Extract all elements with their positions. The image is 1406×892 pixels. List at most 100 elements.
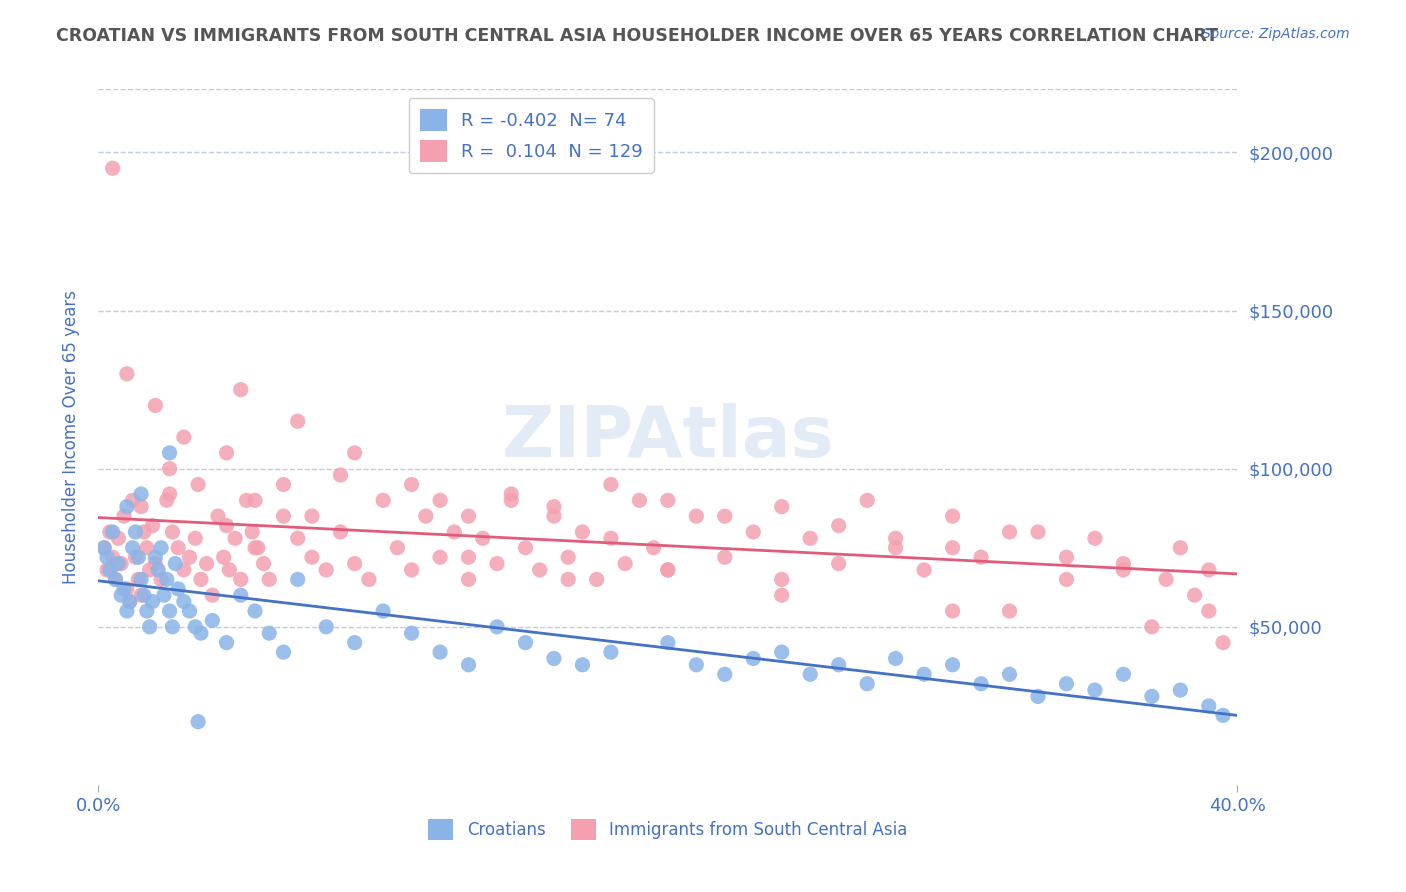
Point xyxy=(98,524,121,539)
Point xyxy=(243,541,266,555)
Point xyxy=(141,594,163,608)
Point xyxy=(1212,635,1234,649)
Point xyxy=(124,550,146,565)
Point xyxy=(1084,683,1107,698)
Point xyxy=(110,588,132,602)
Point xyxy=(799,667,821,681)
Point xyxy=(828,557,851,571)
Point xyxy=(132,524,155,539)
Point xyxy=(515,635,537,649)
Point xyxy=(401,477,423,491)
Point xyxy=(714,550,737,565)
Point xyxy=(148,563,170,577)
Point xyxy=(457,550,479,565)
Point xyxy=(643,541,665,555)
Point xyxy=(998,524,1021,539)
Point xyxy=(685,657,707,672)
Point xyxy=(600,645,623,659)
Point xyxy=(179,550,201,565)
Point xyxy=(571,657,593,672)
Point xyxy=(243,604,266,618)
Point xyxy=(98,563,121,577)
Point xyxy=(628,493,651,508)
Point xyxy=(141,518,163,533)
Point xyxy=(110,557,132,571)
Point xyxy=(190,573,212,587)
Point xyxy=(273,645,295,659)
Point xyxy=(1112,557,1135,571)
Point xyxy=(373,604,395,618)
Point xyxy=(657,635,679,649)
Point xyxy=(229,383,252,397)
Point xyxy=(195,557,218,571)
Point xyxy=(1112,563,1135,577)
Point xyxy=(501,493,523,508)
Point xyxy=(167,541,190,555)
Point xyxy=(912,667,935,681)
Point xyxy=(912,563,935,577)
Point xyxy=(165,557,187,571)
Point xyxy=(1198,604,1220,618)
Point xyxy=(571,524,593,539)
Point xyxy=(443,524,465,539)
Point xyxy=(129,573,152,587)
Point xyxy=(173,430,195,444)
Point xyxy=(173,594,195,608)
Point xyxy=(828,518,851,533)
Point xyxy=(529,563,551,577)
Point xyxy=(273,477,295,491)
Point xyxy=(190,626,212,640)
Point xyxy=(828,657,851,672)
Point xyxy=(543,500,565,514)
Point xyxy=(101,550,124,565)
Point xyxy=(240,524,263,539)
Point xyxy=(1140,690,1163,704)
Point xyxy=(150,541,173,555)
Point xyxy=(543,509,565,524)
Point xyxy=(132,588,155,602)
Point xyxy=(401,626,423,640)
Point xyxy=(429,550,451,565)
Point xyxy=(124,524,146,539)
Point xyxy=(1084,531,1107,545)
Point xyxy=(942,604,965,618)
Point xyxy=(357,573,380,587)
Point xyxy=(657,493,679,508)
Point xyxy=(156,493,179,508)
Point xyxy=(121,493,143,508)
Point xyxy=(387,541,409,555)
Point xyxy=(1026,524,1049,539)
Point xyxy=(1170,683,1192,698)
Point xyxy=(585,573,607,587)
Point xyxy=(998,604,1021,618)
Point xyxy=(856,493,879,508)
Point xyxy=(153,588,176,602)
Point xyxy=(101,161,124,176)
Point xyxy=(614,557,637,571)
Point xyxy=(457,573,479,587)
Point xyxy=(1170,541,1192,555)
Point xyxy=(457,509,479,524)
Point xyxy=(1140,620,1163,634)
Point xyxy=(301,509,323,524)
Point xyxy=(112,582,135,596)
Point xyxy=(742,524,765,539)
Point xyxy=(770,573,793,587)
Point xyxy=(600,531,623,545)
Point xyxy=(685,509,707,524)
Point xyxy=(970,550,993,565)
Point xyxy=(799,531,821,545)
Point xyxy=(343,446,366,460)
Point xyxy=(118,594,141,608)
Point xyxy=(129,487,152,501)
Text: ZIPAtlas: ZIPAtlas xyxy=(502,402,834,472)
Point xyxy=(215,635,238,649)
Point xyxy=(343,557,366,571)
Point xyxy=(1056,677,1078,691)
Point xyxy=(150,573,173,587)
Point xyxy=(657,563,679,577)
Point xyxy=(162,620,184,634)
Point xyxy=(107,557,129,571)
Point xyxy=(229,588,252,602)
Point xyxy=(501,487,523,501)
